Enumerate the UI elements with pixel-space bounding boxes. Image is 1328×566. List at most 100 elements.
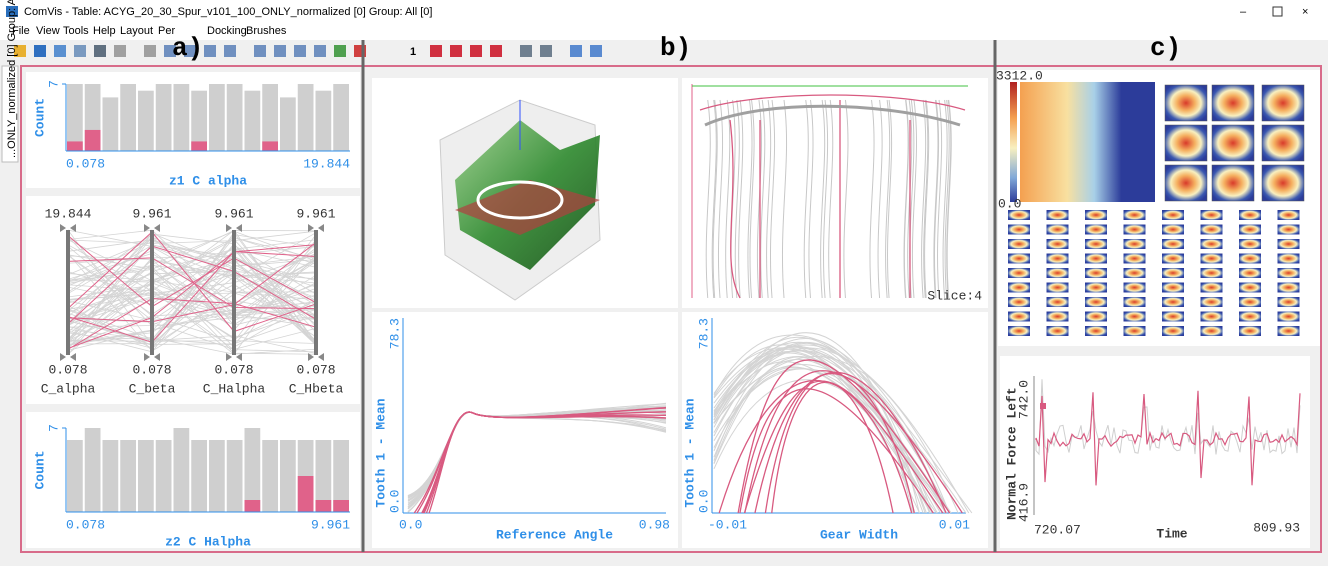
mini-thumbnail[interactable] xyxy=(1162,297,1184,307)
toolbar-button[interactable] xyxy=(144,45,156,57)
mini-thumbnail[interactable] xyxy=(1047,297,1069,307)
mini-thumbnail[interactable] xyxy=(1278,254,1300,264)
mini-thumbnail[interactable] xyxy=(1047,225,1069,235)
mini-thumbnail[interactable] xyxy=(1278,210,1300,220)
minimize-button[interactable]: – xyxy=(1240,6,1247,18)
mini-thumbnail[interactable] xyxy=(1047,210,1069,220)
toolbar-button[interactable] xyxy=(94,45,106,57)
mini-thumbnail[interactable] xyxy=(1124,254,1146,264)
toolbar-button[interactable] xyxy=(34,45,46,57)
menu-item[interactable]: Help xyxy=(93,25,116,37)
mini-thumbnail[interactable] xyxy=(1124,225,1146,235)
mini-thumbnail[interactable] xyxy=(1047,254,1069,264)
mini-thumbnail[interactable] xyxy=(1278,283,1300,293)
toolbar-button[interactable] xyxy=(274,45,286,57)
toolbar-button[interactable] xyxy=(74,45,86,57)
toolbar-button[interactable] xyxy=(540,45,552,57)
mini-thumbnail[interactable] xyxy=(1201,268,1223,278)
mini-thumbnail[interactable] xyxy=(1239,283,1261,293)
close-button[interactable]: × xyxy=(1302,6,1308,18)
mini-thumbnail[interactable] xyxy=(1085,254,1107,264)
mini-thumbnail[interactable] xyxy=(1047,283,1069,293)
mini-thumbnail[interactable] xyxy=(1201,283,1223,293)
toolbar-button[interactable] xyxy=(520,45,532,57)
mini-thumbnail[interactable] xyxy=(1008,326,1030,336)
thumbnail[interactable] xyxy=(1262,125,1304,161)
mini-thumbnail[interactable] xyxy=(1162,283,1184,293)
menu-item[interactable]: Layout xyxy=(120,25,153,37)
mini-thumbnail[interactable] xyxy=(1239,210,1261,220)
thumbnail[interactable] xyxy=(1165,165,1207,201)
mini-thumbnail[interactable] xyxy=(1201,254,1223,264)
mini-thumbnail[interactable] xyxy=(1278,225,1300,235)
mini-thumbnail[interactable] xyxy=(1201,326,1223,336)
thumbnail[interactable] xyxy=(1212,165,1254,201)
mini-thumbnail[interactable] xyxy=(1124,326,1146,336)
mini-thumbnail[interactable] xyxy=(1008,268,1030,278)
toolbar-button[interactable] xyxy=(294,45,306,57)
mini-thumbnail[interactable] xyxy=(1162,254,1184,264)
mini-thumbnail[interactable] xyxy=(1085,297,1107,307)
mini-thumbnail[interactable] xyxy=(1124,283,1146,293)
thumbnail[interactable] xyxy=(1165,85,1207,121)
toolbar-button[interactable] xyxy=(470,45,482,57)
thumbnail[interactable] xyxy=(1165,125,1207,161)
mini-thumbnail[interactable] xyxy=(1201,312,1223,322)
thumbnail[interactable] xyxy=(1212,125,1254,161)
toolbar-button[interactable] xyxy=(570,45,582,57)
mini-thumbnail[interactable] xyxy=(1008,254,1030,264)
mini-thumbnail[interactable] xyxy=(1085,312,1107,322)
mini-thumbnail[interactable] xyxy=(1162,326,1184,336)
mini-thumbnail[interactable] xyxy=(1124,268,1146,278)
mini-thumbnail[interactable] xyxy=(1239,312,1261,322)
mini-thumbnail[interactable] xyxy=(1162,239,1184,249)
mini-thumbnail[interactable] xyxy=(1008,283,1030,293)
mini-thumbnail[interactable] xyxy=(1085,239,1107,249)
thumbnail[interactable] xyxy=(1262,85,1304,121)
thumbnail[interactable] xyxy=(1262,165,1304,201)
mini-thumbnail[interactable] xyxy=(1239,297,1261,307)
mini-thumbnail[interactable] xyxy=(1047,268,1069,278)
toolbar-button[interactable] xyxy=(254,45,266,57)
mini-thumbnail[interactable] xyxy=(1278,312,1300,322)
toolbar-button[interactable] xyxy=(590,45,602,57)
mini-thumbnail[interactable] xyxy=(1008,297,1030,307)
mini-thumbnail[interactable] xyxy=(1239,326,1261,336)
mini-thumbnail[interactable] xyxy=(1008,312,1030,322)
mini-thumbnail[interactable] xyxy=(1162,210,1184,220)
menu-item[interactable]: View xyxy=(36,25,60,37)
toolbar-button[interactable] xyxy=(450,45,462,57)
mini-thumbnail[interactable] xyxy=(1278,297,1300,307)
mini-thumbnail[interactable] xyxy=(1239,254,1261,264)
mini-thumbnail[interactable] xyxy=(1201,225,1223,235)
toolbar-button[interactable] xyxy=(114,45,126,57)
toolbar-button[interactable] xyxy=(314,45,326,57)
mini-thumbnail[interactable] xyxy=(1162,225,1184,235)
mini-thumbnail[interactable] xyxy=(1085,326,1107,336)
mini-thumbnail[interactable] xyxy=(1085,225,1107,235)
mini-thumbnail[interactable] xyxy=(1008,225,1030,235)
toolbar-button[interactable] xyxy=(204,45,216,57)
mini-thumbnail[interactable] xyxy=(1008,239,1030,249)
mini-thumbnail[interactable] xyxy=(1201,239,1223,249)
toolbar-button[interactable] xyxy=(224,45,236,57)
mini-thumbnail[interactable] xyxy=(1085,283,1107,293)
mini-thumbnail[interactable] xyxy=(1239,225,1261,235)
mini-thumbnail[interactable] xyxy=(1278,268,1300,278)
mini-thumbnail[interactable] xyxy=(1162,312,1184,322)
toolbar-button[interactable] xyxy=(334,45,346,57)
mini-thumbnail[interactable] xyxy=(1047,312,1069,322)
mini-thumbnail[interactable] xyxy=(1047,239,1069,249)
thumbnail[interactable] xyxy=(1212,85,1254,121)
mini-thumbnail[interactable] xyxy=(1162,268,1184,278)
menu-item[interactable]: Brushes xyxy=(246,25,287,37)
mini-thumbnail[interactable] xyxy=(1124,312,1146,322)
mini-thumbnail[interactable] xyxy=(1085,210,1107,220)
toolbar-button[interactable] xyxy=(54,45,66,57)
menu-item[interactable]: Tools xyxy=(63,25,89,37)
mini-thumbnail[interactable] xyxy=(1201,297,1223,307)
mini-thumbnail[interactable] xyxy=(1239,268,1261,278)
mini-thumbnail[interactable] xyxy=(1047,326,1069,336)
toolbar-button[interactable] xyxy=(490,45,502,57)
mini-thumbnail[interactable] xyxy=(1124,239,1146,249)
